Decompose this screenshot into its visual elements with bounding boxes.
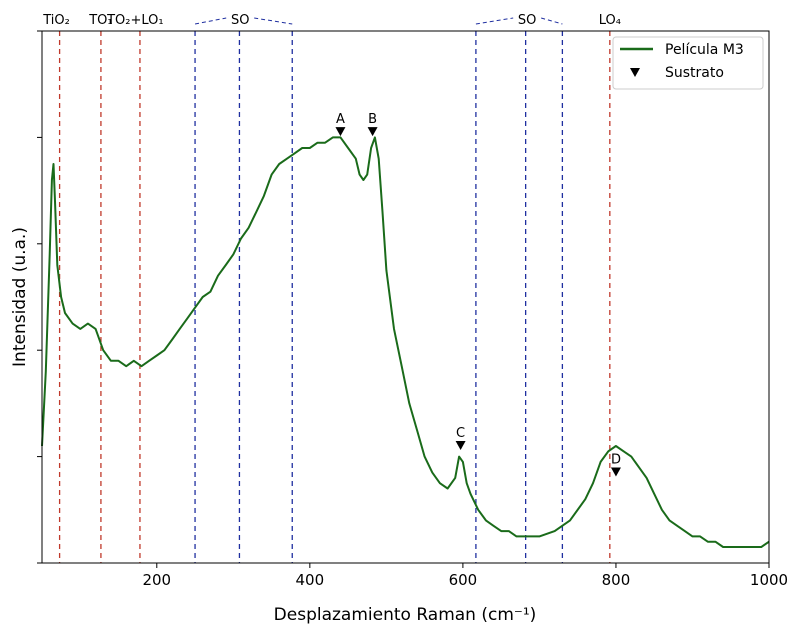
peak-label: A: [336, 112, 345, 127]
plot-frame: [41, 30, 770, 564]
peak-label: C: [456, 426, 465, 441]
bracket-left: [194, 17, 227, 25]
substrate-markers: A B C D: [335, 112, 621, 477]
x-tick-label: 800: [602, 571, 631, 589]
top-annotation-label: TO₁: [88, 13, 112, 28]
peak-label: B: [368, 112, 377, 127]
top-annotation-label: TO₂+LO₁: [106, 13, 164, 28]
peak-label: D: [611, 453, 621, 468]
legend-substrate-label: Sustrato: [665, 65, 724, 81]
substrate-marker: [455, 440, 466, 450]
x-axis-ticks: 200 400 600 800 1000: [142, 563, 788, 589]
legend-series-label: Película M3: [665, 42, 744, 58]
x-axis-label: Desplazamiento Raman (cm⁻¹): [274, 605, 537, 625]
y-axis-ticks: [37, 30, 42, 564]
legend-triangle-marker: [630, 68, 640, 77]
x-tick-label: 600: [449, 571, 478, 589]
series-line: [41, 136, 770, 548]
top-annotation-label: TiO₂: [42, 13, 70, 28]
top-annotation-label: LO₄: [599, 13, 621, 28]
substrate-marker: [335, 127, 346, 137]
series-layer: [41, 136, 770, 548]
bracket-right: [254, 17, 293, 25]
bracket-right: [541, 17, 563, 25]
top-annotation-label: SO: [231, 13, 249, 28]
x-tick-label: 400: [296, 571, 325, 589]
x-tick-label: 1000: [750, 571, 788, 589]
x-tick-label: 200: [142, 571, 171, 589]
reference-lines: [58, 31, 611, 563]
substrate-marker: [367, 127, 378, 137]
top-annotation-label: SO: [518, 13, 536, 28]
bracket-left: [475, 17, 514, 25]
substrate-marker: [610, 467, 621, 477]
legend: Película M3 Sustrato: [612, 36, 764, 90]
y-axis-label: Intensidad (u.a.): [10, 227, 30, 367]
